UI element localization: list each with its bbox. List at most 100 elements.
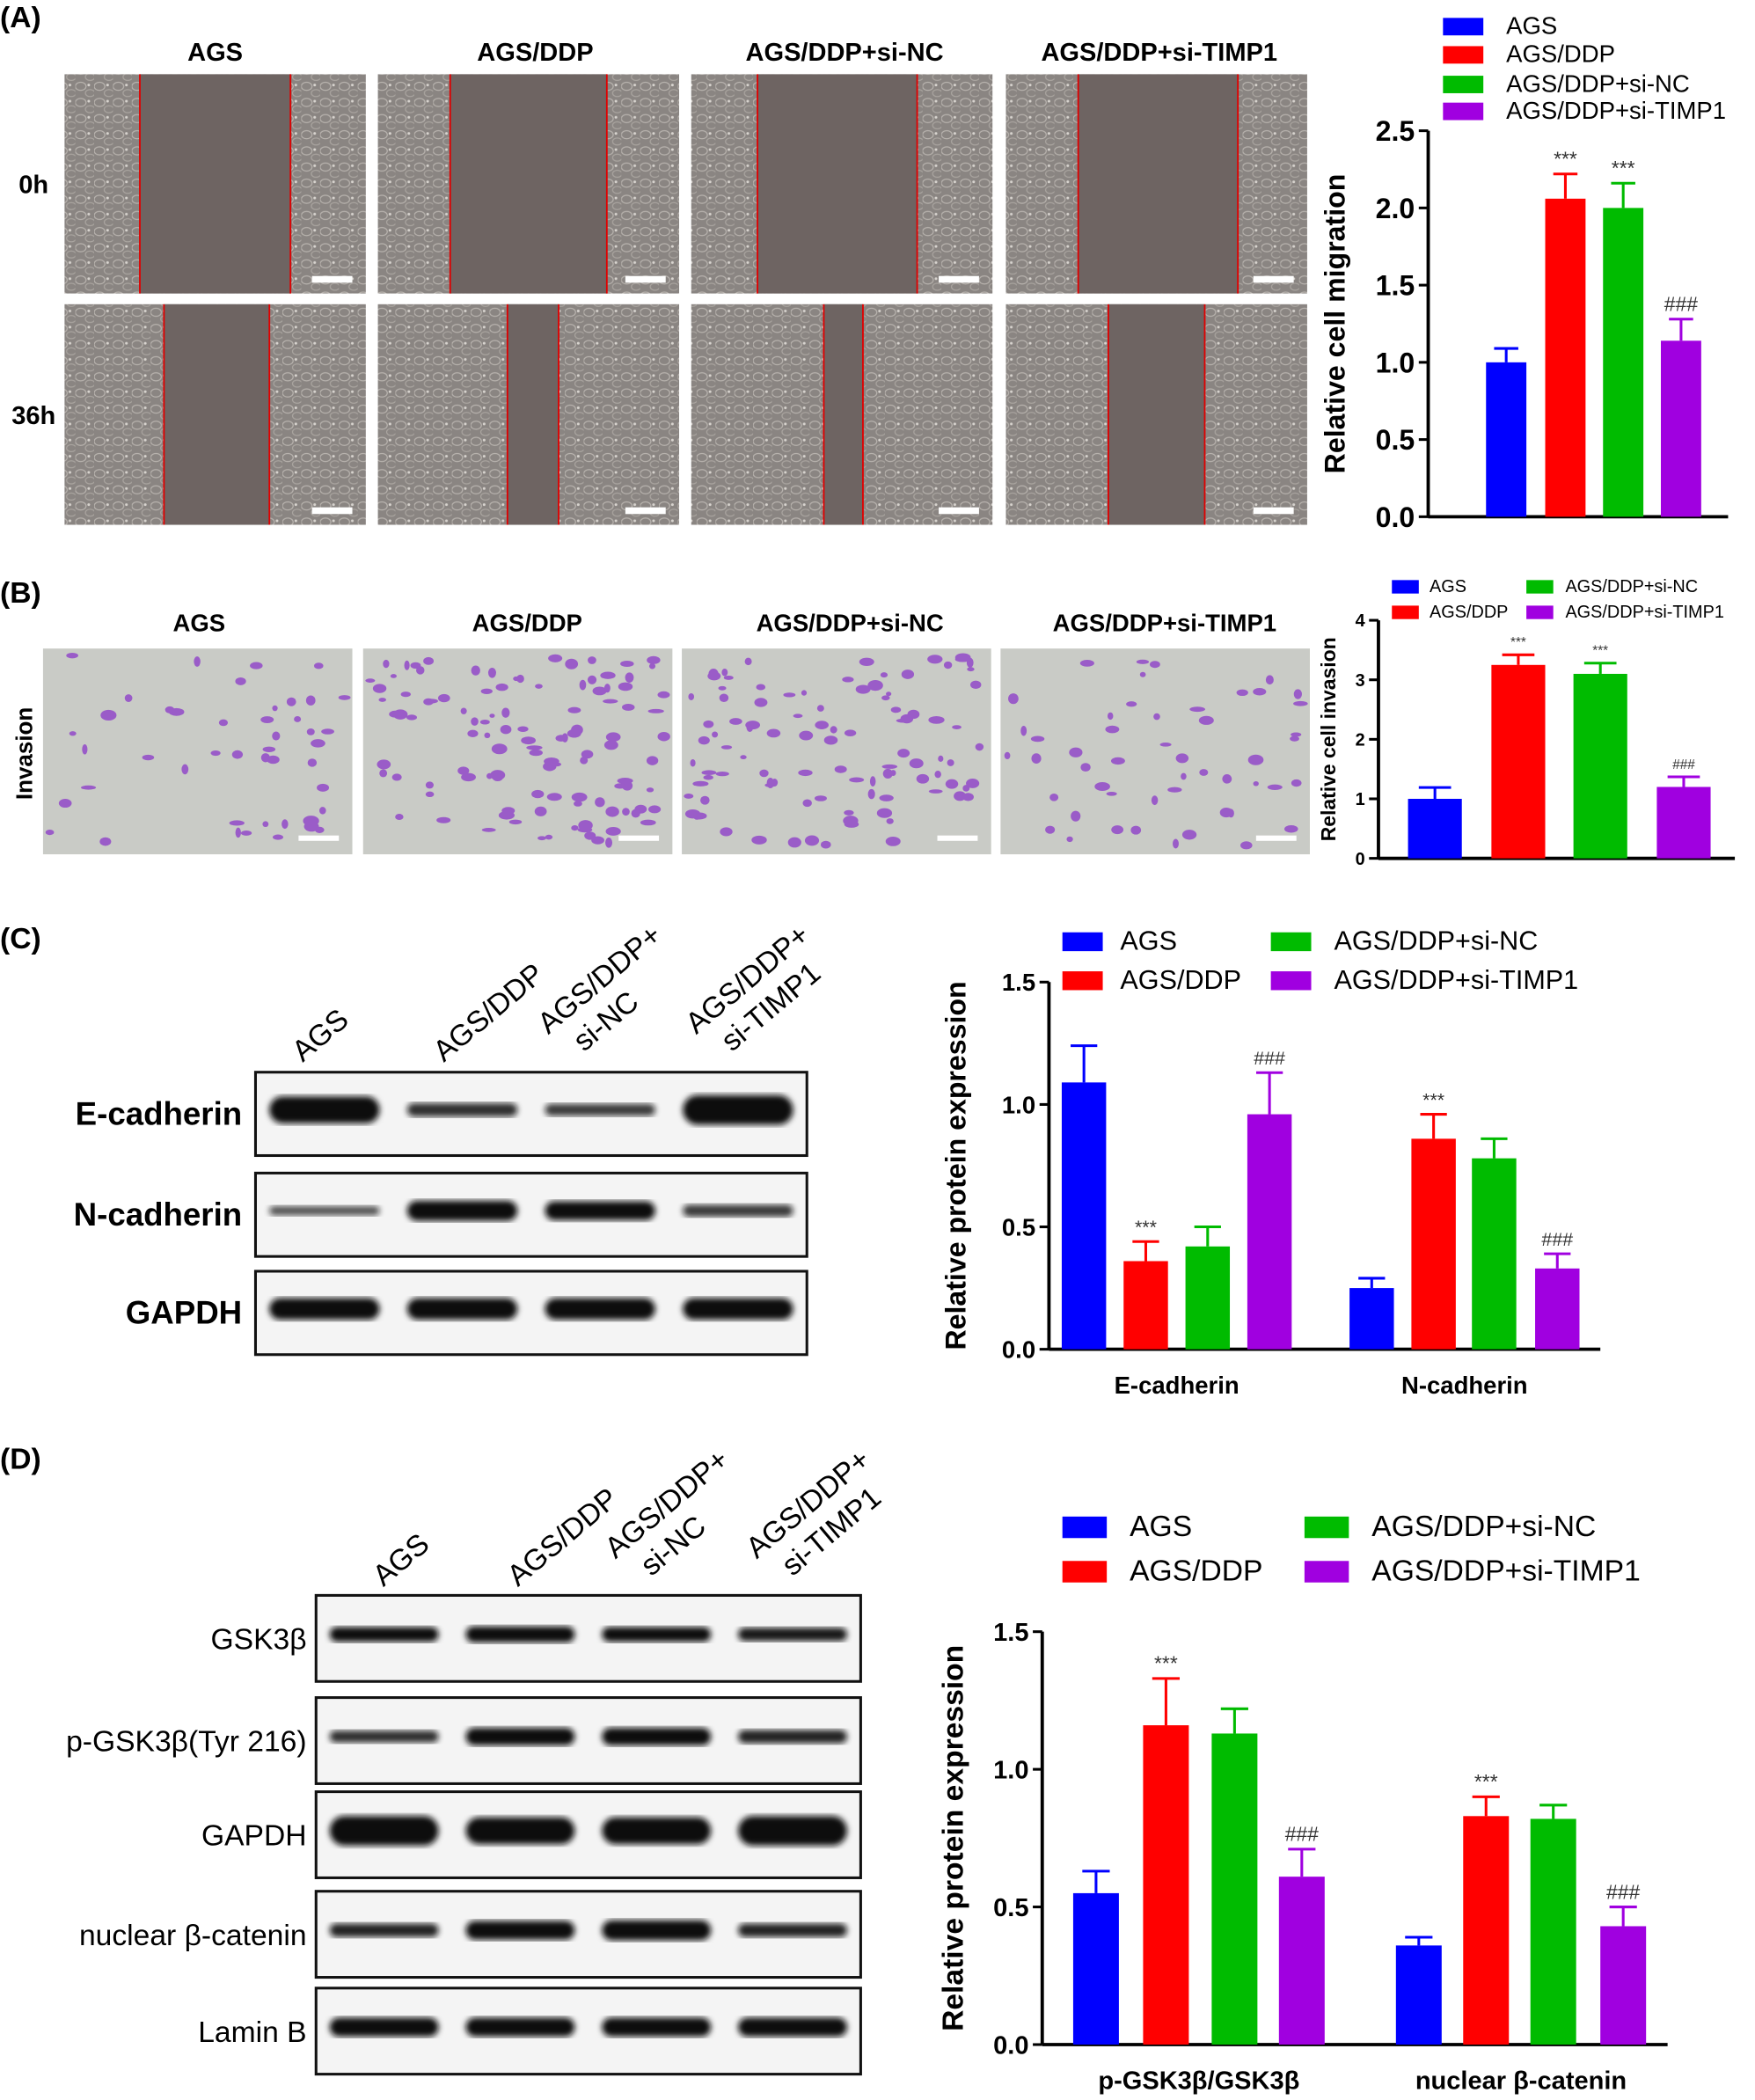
legend-label: AGS/DDP+si-NC: [1335, 926, 1539, 956]
stained-cell: [1199, 769, 1209, 776]
stained-cell: [1136, 659, 1150, 664]
significance-label: ***: [1135, 1217, 1157, 1238]
stained-cell: [620, 661, 634, 668]
protein-band: [545, 1201, 655, 1220]
x-category-label: N-cadherin: [1401, 1372, 1528, 1399]
legend-label: AGS/DDP: [1506, 40, 1615, 68]
stained-cell: [587, 675, 597, 684]
x-category-label: p-GSK3β/GSK3β: [1098, 2067, 1299, 2095]
row-label: Invasion: [11, 707, 38, 800]
protein-band: [465, 1817, 575, 1845]
stained-cell: [754, 698, 768, 707]
stained-cell: [843, 816, 859, 826]
significance-label: ###: [1606, 1880, 1640, 1903]
stained-cell: [311, 739, 325, 748]
stained-cell: [517, 726, 529, 732]
legend-swatch: [1443, 102, 1484, 121]
column-header: AGS/DDP+si-TIMP1: [1041, 39, 1277, 67]
stained-cell: [700, 795, 710, 805]
x-category-label: E-cadherin: [1115, 1372, 1239, 1399]
wound-healing-images: AGS AGS/DDP AGS/DDP+si-NC AGS/DDP+si-TIMP1 0…: [11, 39, 1307, 525]
stained-cell: [486, 772, 493, 779]
micrograph: [42, 648, 353, 855]
lane-label-line: AGS: [286, 1003, 355, 1068]
column-header: AGS/DDP: [477, 39, 593, 67]
protein-band: [683, 1204, 793, 1218]
significance-label: ***: [1592, 644, 1608, 659]
stained-cell: [321, 728, 334, 735]
stained-cell: [1030, 735, 1045, 743]
stained-cell: [471, 665, 480, 676]
legend-swatch: [1062, 971, 1103, 991]
stained-cell: [1049, 794, 1059, 801]
y-tick-label: 1.5: [1002, 969, 1035, 996]
stained-cell: [1175, 753, 1189, 764]
stained-cell: [210, 750, 221, 757]
protein-band: [329, 2017, 439, 2037]
wound-gap: [823, 304, 863, 525]
wound-gap: [164, 304, 270, 525]
stained-cell: [1111, 825, 1124, 835]
stained-cell: [771, 779, 779, 787]
stained-cell: [830, 726, 837, 734]
stained-cell: [1080, 763, 1091, 772]
stained-cell: [66, 652, 78, 659]
stained-cell: [823, 735, 838, 745]
y-tick-label: 1.5: [1376, 270, 1415, 302]
stained-cell: [947, 759, 954, 766]
bar: [1143, 1725, 1189, 2045]
stained-cell: [1105, 725, 1120, 734]
stained-cell: [1291, 779, 1302, 787]
stained-cell: [1236, 689, 1248, 697]
stained-cell: [436, 816, 451, 823]
stained-cell: [142, 754, 155, 761]
stained-cell: [954, 656, 970, 662]
stained-cell: [1153, 713, 1160, 721]
y-tick-label: 2.5: [1376, 115, 1415, 147]
stained-cell: [571, 824, 579, 831]
stained-cell: [617, 778, 633, 784]
stained-cell: [820, 840, 831, 849]
stained-cell: [881, 764, 898, 769]
y-tick-label: 0.0: [1002, 1336, 1035, 1364]
protein-band: [329, 1816, 439, 1846]
lane-label: AGS/DDP+si-NC: [599, 1443, 758, 1592]
legend: AGS AGS/DDP AGS/DDP+si-NC AGS/DDP+si-TIMP1: [1062, 926, 1578, 995]
bar: [1656, 787, 1711, 859]
stained-cell: [690, 758, 696, 767]
stained-cell: [535, 684, 543, 689]
y-tick-label: 2: [1356, 731, 1365, 750]
wound-gap: [139, 74, 291, 294]
y-tick-label: 0.5: [993, 1894, 1028, 1922]
stained-cell: [1107, 712, 1114, 721]
stained-cell: [508, 819, 523, 825]
panel-label-c: (C): [0, 923, 41, 955]
stained-cell: [901, 670, 915, 679]
stained-cell: [646, 787, 654, 793]
stained-cell: [272, 705, 278, 712]
protein-band: [465, 2017, 575, 2037]
stained-cell: [603, 699, 618, 704]
stained-cell: [365, 678, 376, 684]
bar: [1247, 1114, 1292, 1350]
wound-gap: [507, 304, 559, 525]
panel-label-b: (B): [0, 577, 41, 610]
stained-cell: [1020, 725, 1027, 736]
protein-band: [683, 1298, 793, 1321]
stained-cell: [622, 808, 630, 816]
stained-cell: [759, 769, 769, 778]
stained-cell: [500, 725, 512, 735]
stained-cell: [1253, 780, 1259, 787]
protein-band: [602, 1817, 712, 1845]
legend-swatch: [1062, 932, 1103, 952]
y-tick-label: 2.0: [1376, 193, 1415, 224]
bar: [1411, 1138, 1456, 1350]
stained-cell: [952, 725, 962, 730]
significance-label: ***: [1612, 157, 1635, 179]
legend-swatch: [1304, 1516, 1349, 1539]
stained-cell: [479, 719, 490, 725]
stained-cell: [692, 780, 709, 787]
legend: AGS AGS/DDP AGS/DDP+si-NC AGS/DDP+si-TIMP1: [1062, 1511, 1641, 1588]
bar-chart-d: 0.0 0.5 1.0 1.5 Relative protein expression p…: [938, 1511, 1668, 2095]
